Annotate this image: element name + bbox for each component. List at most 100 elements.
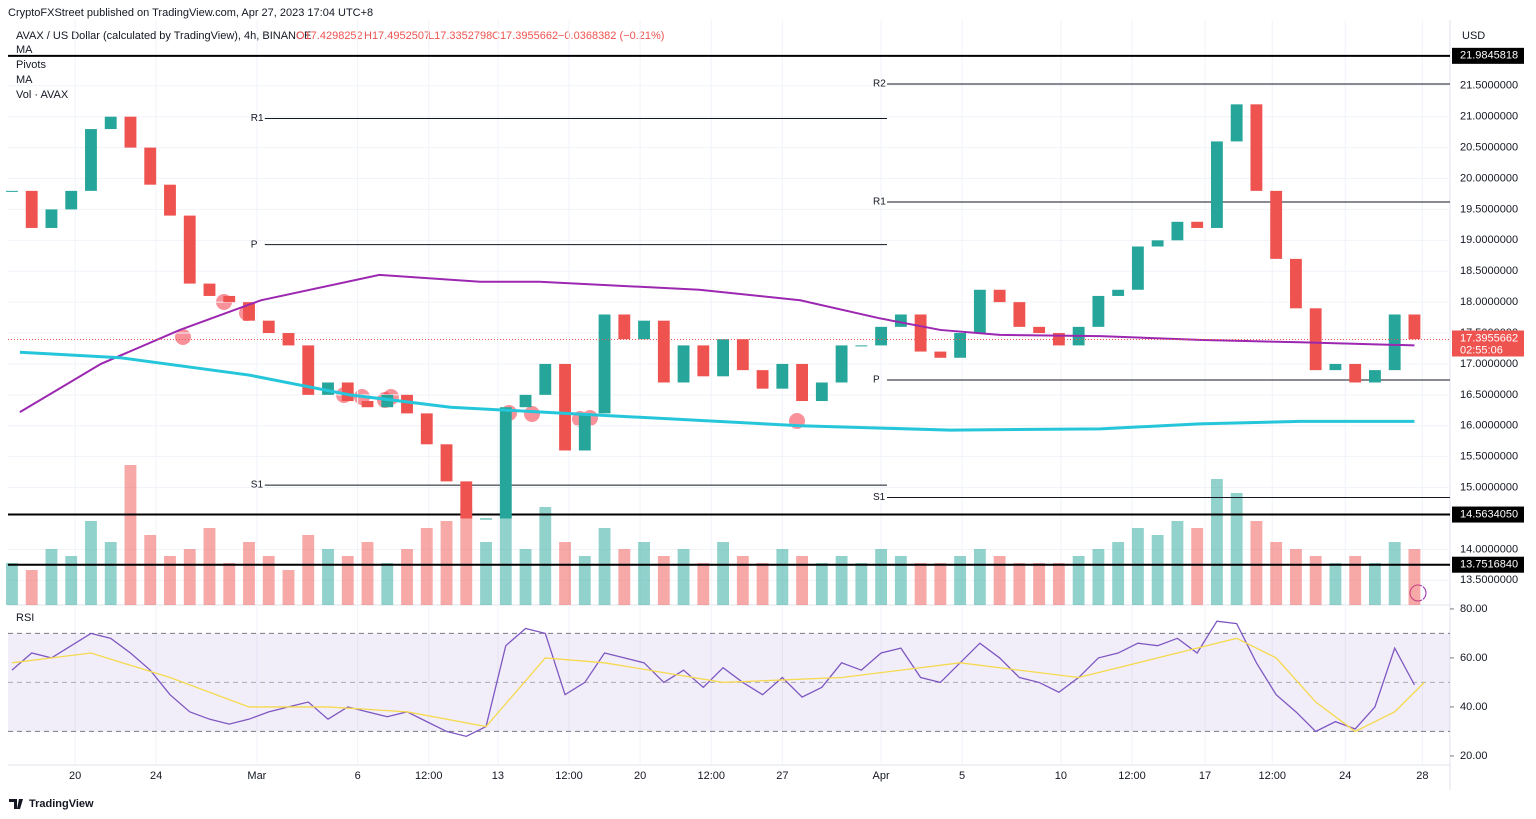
x-tick-label: 12:00 <box>697 770 725 782</box>
x-tick-label: 20 <box>69 770 81 782</box>
x-tick-label: 6 <box>355 770 361 782</box>
volume-bar <box>855 563 868 605</box>
volume-bar <box>1309 556 1322 605</box>
rsi-line <box>11 637 1425 733</box>
volume-bar <box>25 570 38 605</box>
y-tick-label: 19.0000000 <box>1460 234 1518 246</box>
candle <box>756 370 769 389</box>
volume-bar <box>85 521 97 605</box>
volume-bar <box>697 563 710 605</box>
indicator[interactable]: MA <box>16 44 33 56</box>
candle <box>85 129 97 191</box>
candle <box>223 295 236 303</box>
candle <box>1289 258 1302 309</box>
x-tick-label: 20 <box>634 770 646 782</box>
volume-bar <box>993 556 1006 605</box>
y-tick-label: 21.5000000 <box>1460 80 1518 92</box>
pivot-label: R2 <box>873 79 886 90</box>
candle <box>1131 246 1144 290</box>
price-tag <box>1452 330 1524 357</box>
y-tick-label: 17.0000000 <box>1460 358 1518 370</box>
volume-bar <box>124 465 137 605</box>
candle <box>144 147 157 185</box>
volume-bar <box>302 535 315 605</box>
candle <box>1112 289 1125 296</box>
volume-bar <box>6 563 18 605</box>
candle <box>1349 363 1362 383</box>
volume-bar <box>618 549 631 605</box>
x-tick-label: 12:00 <box>1118 770 1146 782</box>
level-tag <box>1452 556 1524 573</box>
candle <box>1388 314 1401 371</box>
indicator[interactable]: MA <box>16 74 33 86</box>
candle <box>717 339 729 377</box>
volume-bar <box>539 507 552 605</box>
candle <box>934 351 947 358</box>
y-tick-label: 18.0000000 <box>1460 296 1518 308</box>
volume-bar <box>203 528 216 605</box>
indicator[interactable]: Vol · AVAX <box>16 89 69 101</box>
volume-bar <box>183 549 196 605</box>
y-tick-label: 40.00 <box>1460 701 1488 713</box>
ohlc: L17.3352798 <box>428 30 492 42</box>
countdown: 02:55:06 <box>1460 344 1503 356</box>
x-tick-label: 13 <box>492 770 504 782</box>
pivot-label: S1 <box>251 480 264 491</box>
volume-bar <box>954 556 967 605</box>
y-tick-label: 16.0000000 <box>1460 420 1518 432</box>
volume-bar <box>1388 542 1401 605</box>
candle <box>401 394 413 414</box>
candle <box>539 363 552 395</box>
volume-bar <box>243 542 255 605</box>
candle <box>618 314 631 340</box>
candle <box>1210 141 1223 228</box>
volume-bar <box>894 556 907 605</box>
volume-bar <box>341 556 354 605</box>
volume-bar <box>1408 549 1421 605</box>
logo: TradingView <box>29 798 94 810</box>
ohlc: C17.3955662 <box>492 30 558 42</box>
currency: USD <box>1462 30 1485 42</box>
candle <box>1309 308 1322 371</box>
volume-bar <box>1092 549 1105 605</box>
indicator[interactable]: Pivots <box>16 59 46 71</box>
level-label: 14.5634050 <box>1460 508 1518 520</box>
candle <box>361 401 374 408</box>
pivot-label: R1 <box>251 113 264 124</box>
candle <box>65 190 78 210</box>
volume-bar <box>815 563 828 605</box>
candle <box>420 413 433 445</box>
candle <box>124 116 137 148</box>
published: CryptoFXStreet published on TradingView.… <box>8 7 373 19</box>
candle <box>875 326 888 346</box>
moving-average <box>19 350 1415 432</box>
candle <box>894 314 907 327</box>
candle <box>381 394 394 408</box>
volume-bar <box>1072 556 1085 605</box>
logo-icon <box>9 799 23 809</box>
candle <box>855 345 868 347</box>
candle <box>677 345 690 383</box>
volume-bar <box>223 563 236 605</box>
volume-bar <box>144 535 157 605</box>
candle <box>440 444 453 482</box>
moving-average <box>19 273 1415 414</box>
x-tick-label: 10 <box>1055 770 1067 782</box>
candle <box>243 302 255 321</box>
volume-bar <box>65 556 78 605</box>
candle <box>598 314 611 414</box>
x-tick-label: 12:00 <box>415 770 443 782</box>
candle <box>973 289 986 334</box>
candle <box>104 116 117 130</box>
y-tick-label: 80.00 <box>1460 603 1488 615</box>
candle <box>559 363 571 451</box>
candle <box>657 320 670 383</box>
symbol: AVAX / US Dollar (calculated by TradingV… <box>16 30 311 42</box>
volume-bar <box>45 549 58 605</box>
volume-bar <box>1131 528 1144 605</box>
x-tick-label: 12:00 <box>1258 770 1286 782</box>
candle <box>25 190 38 228</box>
x-tick-label: 12:00 <box>555 770 583 782</box>
volume-bar <box>1033 563 1046 605</box>
